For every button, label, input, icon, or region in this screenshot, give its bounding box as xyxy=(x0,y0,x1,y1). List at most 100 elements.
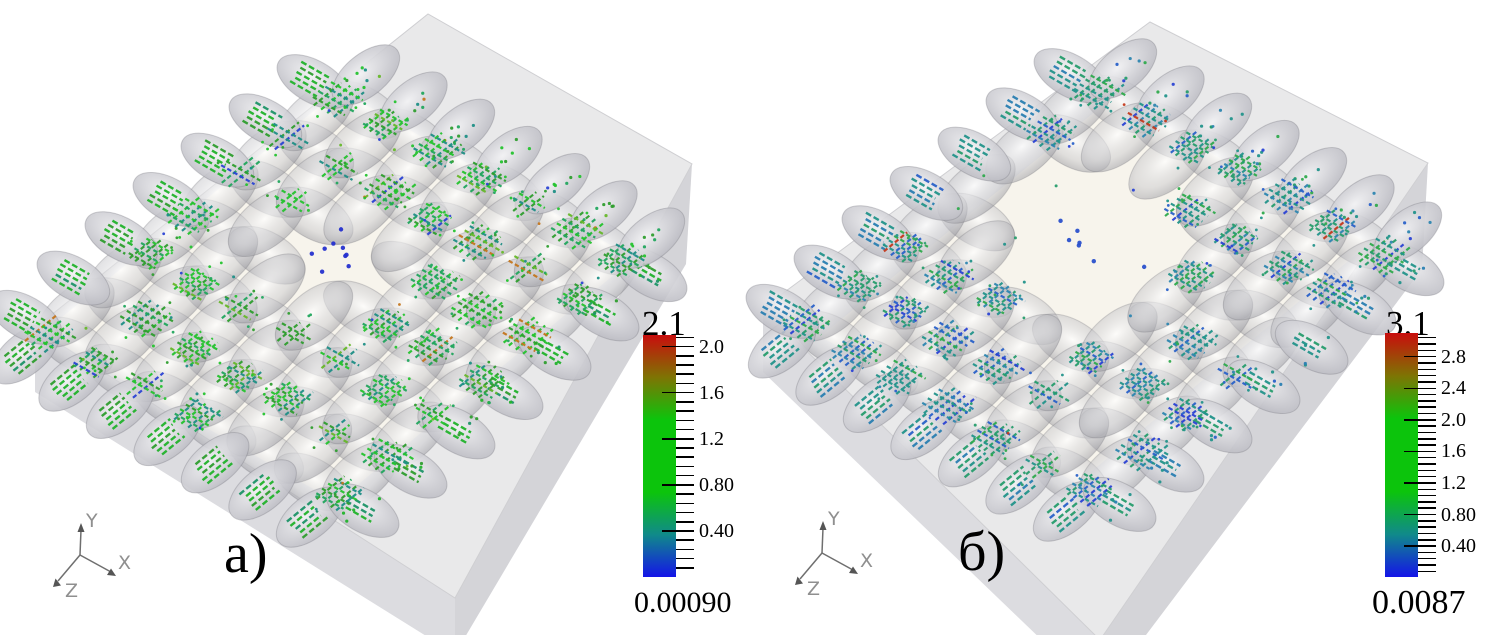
colorbar-minor-tick xyxy=(676,511,694,514)
colorbar-minor-tick xyxy=(1418,539,1436,541)
colorbar-minor-tick xyxy=(676,465,694,468)
colorbar-minor-tick xyxy=(1418,343,1436,345)
colorbar-tick-label: 1.6 xyxy=(699,381,724,404)
orientation-axes-a: Y X Z xyxy=(53,510,131,602)
colorbar-minor-tick xyxy=(1418,463,1436,465)
colorbar-minor-tick xyxy=(1418,425,1436,427)
colorbar-tick-label: 1.2 xyxy=(699,427,724,450)
colorbar-minor-tick xyxy=(676,428,694,431)
colorbar-minor-tick xyxy=(676,567,694,569)
colorbar-minor-tick xyxy=(1418,551,1436,554)
colorbar-minor-tick xyxy=(1418,393,1436,396)
colorbar-gradient-bar xyxy=(643,335,676,577)
colorbar-min-label: 0.0087 xyxy=(1372,584,1466,621)
colorbar-minor-tick xyxy=(676,419,694,422)
z-axis-line xyxy=(57,554,81,582)
colorbar-minor-tick xyxy=(676,548,694,551)
y-axis-line xyxy=(79,529,82,556)
colorbar-major-tick xyxy=(1404,482,1436,484)
colorbar-minor-tick xyxy=(1418,469,1436,472)
colorbar-tick-label: 2.0 xyxy=(1441,408,1466,431)
z-axis-line xyxy=(799,552,823,580)
colorbar-tick-label: 0.80 xyxy=(699,473,734,496)
panel-scene-b xyxy=(745,21,1445,635)
z-axis-label: Z xyxy=(807,578,820,600)
colorbar-minor-tick xyxy=(676,364,694,366)
colorbar-tick-label: 0.40 xyxy=(1441,535,1476,558)
colorbar-minor-tick xyxy=(676,355,694,357)
colorbar-minor-tick xyxy=(676,410,694,412)
colorbar-a: 2.1 2.0 1.6 1.2 0.80 0.40 0.00090 xyxy=(600,296,800,635)
hole-dots xyxy=(309,227,351,274)
z-axis-label: Z xyxy=(65,580,78,602)
colorbar-minor-tick xyxy=(676,336,694,339)
colorbar-minor-tick xyxy=(1418,349,1436,352)
colorbar-major-tick xyxy=(662,345,694,348)
colorbar-major-tick xyxy=(1404,387,1436,389)
hole-dots xyxy=(1058,218,1147,270)
colorbar-minor-tick xyxy=(1418,570,1436,573)
colorbar-minor-tick xyxy=(1418,400,1436,402)
colorbar-minor-tick xyxy=(1418,381,1436,383)
colorbar-minor-tick xyxy=(676,539,694,541)
colorbar-tick-label: 0.80 xyxy=(1441,503,1476,526)
colorbar-minor-tick xyxy=(676,447,694,449)
z-axis-arrowhead xyxy=(53,578,61,587)
colorbar-minor-tick xyxy=(1418,564,1436,566)
colorbar-minor-tick xyxy=(1418,507,1436,509)
colorbar-minor-tick xyxy=(676,474,694,477)
y-axis-label: Y xyxy=(85,510,98,532)
colorbar-minor-tick xyxy=(1418,438,1436,440)
colorbar-major-tick xyxy=(1404,450,1436,453)
colorbar-ticks: 2.8 2.4 2.0 1.6 1.2 0.80 0.40 xyxy=(1340,333,1495,577)
y-axis-line xyxy=(821,527,824,554)
colorbar-major-tick xyxy=(662,391,694,394)
colorbar-tick-label: 2.4 xyxy=(1441,377,1466,400)
colorbar-major-tick xyxy=(662,530,694,532)
colorbar-minor-tick xyxy=(1418,520,1436,522)
y-axis-arrowhead xyxy=(819,521,827,530)
colorbar-minor-tick xyxy=(676,373,694,375)
colorbar-minor-tick xyxy=(676,557,694,560)
colorbar-minor-tick xyxy=(1418,362,1436,364)
colorbar-minor-tick xyxy=(1418,368,1436,371)
colorbar-minor-tick xyxy=(676,456,694,458)
colorbar-tick-label: 1.6 xyxy=(1441,440,1466,463)
colorbar-minor-tick xyxy=(1418,501,1436,503)
colorbar-minor-tick xyxy=(1418,431,1436,434)
colorbar-tick-label: 1.2 xyxy=(1441,471,1466,494)
colorbar-minor-tick xyxy=(1418,532,1436,535)
colorbar-major-tick xyxy=(1404,545,1436,547)
z-axis-arrowhead xyxy=(795,576,803,585)
colorbar-minor-tick xyxy=(676,401,694,403)
colorbar-ticks: 2.0 1.6 1.2 0.80 0.40 xyxy=(600,335,800,577)
subfigure-label-a: а) xyxy=(224,523,268,585)
colorbar-minor-tick xyxy=(676,493,694,495)
colorbar-minor-tick xyxy=(676,521,694,523)
colorbar-minor-tick xyxy=(1418,494,1436,497)
colorbar-minor-tick xyxy=(1418,412,1436,415)
subfigure-label-b: б) xyxy=(958,521,1006,583)
colorbar-b: 3.1 2.8 2.4 2.0 1.6 1.2 0.80 0.40 0.0087 xyxy=(1340,294,1495,635)
y-axis-arrowhead xyxy=(77,523,85,532)
colorbar-major-tick xyxy=(1404,513,1436,516)
colorbar-minor-tick xyxy=(1418,475,1436,478)
colorbar-major-tick xyxy=(662,484,694,486)
colorbar-gradient-bar xyxy=(1385,333,1418,577)
colorbar-minor-tick xyxy=(1418,557,1436,560)
x-axis-label: X xyxy=(118,552,131,574)
glyph-clusters xyxy=(24,77,645,512)
colorbar-major-tick xyxy=(1404,419,1436,421)
orientation-axes-b: Y X Z xyxy=(795,508,873,600)
x-axis-line xyxy=(79,554,112,573)
colorbar-min-label: 0.00090 xyxy=(634,586,732,619)
x-axis-line xyxy=(821,552,854,571)
colorbar-minor-tick xyxy=(676,502,694,505)
colorbar-minor-tick xyxy=(1418,456,1436,459)
colorbar-tick-label: 2.8 xyxy=(1441,345,1466,368)
colorbar-minor-tick xyxy=(676,382,694,385)
panel-scene-a xyxy=(0,13,693,635)
x-axis-arrowhead xyxy=(107,568,116,576)
